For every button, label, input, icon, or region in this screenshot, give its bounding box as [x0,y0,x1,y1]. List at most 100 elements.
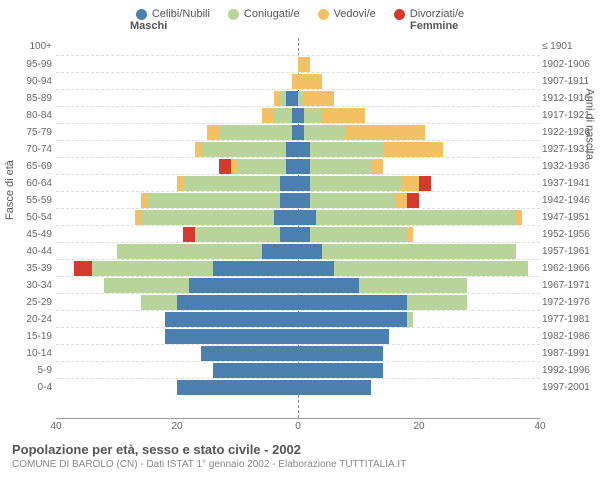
bar-segment [213,261,298,276]
bar-segment [165,329,298,344]
bar-segment [298,244,322,259]
birth-label: 1962-1966 [542,260,598,277]
bar-segment [280,193,298,208]
bar-female [298,125,425,140]
bar-segment [516,210,522,225]
bar-segment [371,159,383,174]
age-label: 15-19 [16,328,52,345]
age-row: 80-84 1917-1921 [56,106,540,123]
bar-segment [274,210,298,225]
bar-female [298,295,467,310]
bar-segment [346,125,425,140]
bar-segment [298,312,407,327]
bar-segment [201,346,298,361]
bar-segment [298,210,316,225]
bar-female [298,329,389,344]
bar-female [298,227,413,242]
age-row: 50-54 1947-1951 [56,208,540,225]
bar-segment [298,261,334,276]
bar-segment [262,108,274,123]
bar-segment [286,159,298,174]
chart-subtitle: COMUNE DI BAROLO (CN) - Dati ISTAT 1° ge… [12,459,588,470]
age-label: 100+ [16,38,52,55]
age-row: 95-99 1902-1906 [56,55,540,72]
bar-segment [286,142,298,157]
age-label: 75-79 [16,124,52,141]
bar-segment [407,295,468,310]
bar-male [74,261,298,276]
bar-segment [310,142,383,157]
bar-male [274,91,298,106]
bar-segment [189,278,298,293]
legend-label: Celibi/Nubili [152,8,210,20]
birth-label: 1917-1921 [542,107,598,124]
birth-label: 1927-1931 [542,141,598,158]
birth-label: 1997-2001 [542,379,598,396]
bar-segment [141,210,274,225]
bar-segment [238,159,286,174]
bar-segment [141,295,177,310]
age-label: 40-44 [16,243,52,260]
bar-segment [298,193,310,208]
age-row: 25-29 1972-1976 [56,293,540,310]
bar-female [298,142,443,157]
bar-male [219,159,298,174]
bar-male [135,210,298,225]
bar-segment [280,227,298,242]
legend-item: Vedovi/e [318,8,376,20]
age-row: 70-74 1927-1931 [56,140,540,157]
birth-label: 1992-1996 [542,362,598,379]
age-row: 85-89 1912-1916 [56,89,540,106]
birth-label: 1942-1946 [542,192,598,209]
age-label: 0-4 [16,379,52,396]
bar-segment [359,278,468,293]
bar-segment [298,380,371,395]
bar-segment [298,295,407,310]
header-female: Femmine [410,20,458,32]
bar-male [201,346,298,361]
legend-item: Divorziati/e [394,8,464,20]
x-tick: 40 [534,421,545,432]
birth-label: 1977-1981 [542,311,598,328]
bar-segment [274,108,292,123]
bar-segment [310,193,395,208]
age-label: 45-49 [16,226,52,243]
age-row: 90-94 1907-1911 [56,72,540,89]
bar-segment [298,363,383,378]
birth-label: 1902-1906 [542,56,598,73]
legend-swatch [228,9,239,20]
bar-segment [298,57,310,72]
bar-male [207,125,298,140]
age-label: 55-59 [16,192,52,209]
bar-female [298,193,419,208]
bar-segment [401,176,419,191]
bar-male [165,312,298,327]
age-row: 60-64 1937-1941 [56,174,540,191]
bar-segment [298,329,389,344]
bar-segment [298,346,383,361]
bar-male [262,108,298,123]
age-row: 0-4 1997-2001 [56,378,540,395]
age-label: 20-24 [16,311,52,328]
bar-segment [310,227,407,242]
birth-label: 1912-1916 [542,90,598,107]
birth-label: 1987-1991 [542,345,598,362]
bar-female [298,312,413,327]
bar-male [117,244,298,259]
legend: Celibi/NubiliConiugati/eVedovi/eDivorzia… [0,0,600,20]
bar-male [141,193,298,208]
birth-label: 1937-1941 [542,175,598,192]
x-tick: 0 [295,421,301,432]
bar-segment [334,261,528,276]
bar-segment [322,244,516,259]
bar-female [298,57,310,72]
bar-female [298,108,365,123]
bar-segment [407,227,413,242]
age-label: 65-69 [16,158,52,175]
age-row: 30-34 1967-1971 [56,276,540,293]
bar-female [298,159,383,174]
x-tick: 40 [50,421,61,432]
age-label: 90-94 [16,73,52,90]
bar-segment [195,227,280,242]
bar-segment [280,176,298,191]
